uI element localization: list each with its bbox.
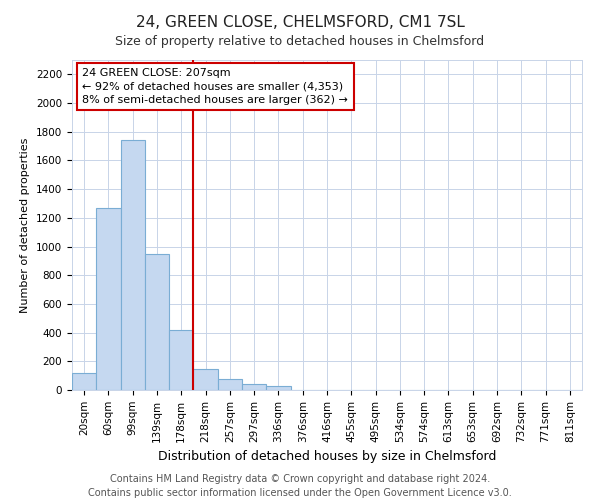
X-axis label: Distribution of detached houses by size in Chelmsford: Distribution of detached houses by size …: [158, 450, 496, 463]
Bar: [218, 379, 242, 390]
Bar: [145, 254, 169, 390]
Bar: [169, 330, 193, 390]
Text: 24, GREEN CLOSE, CHELMSFORD, CM1 7SL: 24, GREEN CLOSE, CHELMSFORD, CM1 7SL: [136, 15, 464, 30]
Bar: [72, 373, 96, 390]
Text: 24 GREEN CLOSE: 207sqm
← 92% of detached houses are smaller (4,353)
8% of semi-d: 24 GREEN CLOSE: 207sqm ← 92% of detached…: [82, 68, 348, 104]
Bar: [96, 208, 121, 390]
Text: Size of property relative to detached houses in Chelmsford: Size of property relative to detached ho…: [115, 35, 485, 48]
Y-axis label: Number of detached properties: Number of detached properties: [20, 138, 31, 312]
Bar: [242, 384, 266, 390]
Bar: [121, 140, 145, 390]
Bar: [266, 386, 290, 390]
Text: Contains HM Land Registry data © Crown copyright and database right 2024.
Contai: Contains HM Land Registry data © Crown c…: [88, 474, 512, 498]
Bar: [193, 369, 218, 390]
